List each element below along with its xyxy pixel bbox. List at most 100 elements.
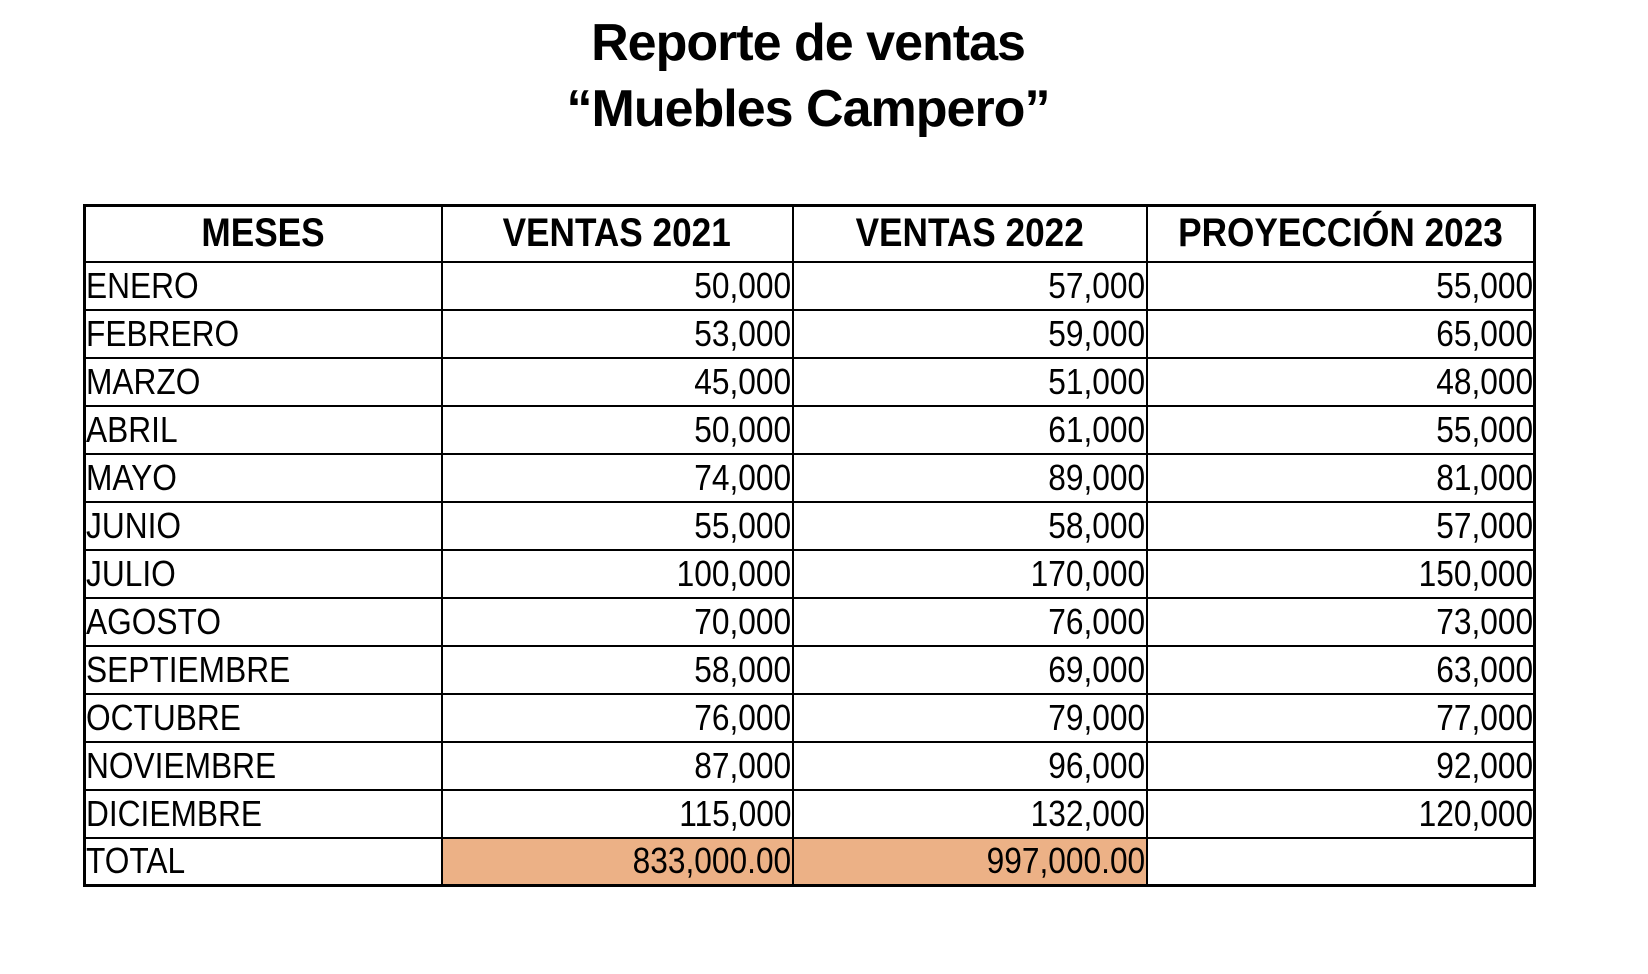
ventas-2022-cell: 170,000: [791, 548, 1148, 599]
month-label: DICIEMBRE: [86, 792, 263, 834]
column-header-meses: MESES: [83, 204, 443, 263]
report-title-line1: Reporte de ventas: [591, 14, 1026, 72]
table-row-abril: ABRIL 50,000 61,000 55,000: [83, 404, 1536, 455]
proyeccion-2023-cell: 120,000: [1145, 788, 1536, 839]
month-cell: MAYO: [83, 452, 443, 503]
ventas-2022-cell: 61,000: [791, 404, 1148, 455]
ventas-2021-cell: 50,000: [440, 404, 794, 455]
ventas-2021-cell: 58,000: [440, 644, 794, 695]
proyeccion-2023-value: 77,000: [1436, 696, 1533, 738]
ventas-2022-value: 89,000: [1048, 456, 1146, 498]
ventas-2022-cell: 76,000: [791, 596, 1148, 647]
month-cell: JULIO: [83, 548, 443, 599]
ventas-2022-cell: 58,000: [791, 500, 1148, 551]
total-label-cell: TOTAL: [83, 836, 443, 887]
ventas-2021-cell: 76,000: [440, 692, 794, 743]
ventas-2022-value: 132,000: [1030, 792, 1146, 834]
proyeccion-2023-value: 63,000: [1436, 648, 1533, 690]
month-cell: OCTUBRE: [83, 692, 443, 743]
month-label: JULIO: [86, 552, 176, 594]
ventas-2021-value: 74,000: [694, 456, 792, 498]
proyeccion-2023-cell: 77,000: [1145, 692, 1536, 743]
table-row-octubre: OCTUBRE 76,000 79,000 77,000: [83, 692, 1536, 743]
proyeccion-2023-cell: 48,000: [1145, 356, 1536, 407]
ventas-2022-value: 61,000: [1048, 408, 1146, 450]
table-row-enero: ENERO 50,000 57,000 55,000: [83, 260, 1536, 311]
total-proyeccion-2023-cell: [1145, 836, 1536, 887]
proyeccion-2023-cell: 81,000: [1145, 452, 1536, 503]
total-ventas-2022-value: 997,000.00: [986, 840, 1146, 882]
column-header-ventas-2022: VENTAS 2022: [791, 204, 1148, 263]
ventas-2021-cell: 50,000: [440, 260, 794, 311]
total-row: TOTAL 833,000.00 997,000.00: [83, 836, 1536, 887]
month-cell: NOVIEMBRE: [83, 740, 443, 791]
proyeccion-2023-value: 65,000: [1436, 312, 1533, 354]
month-label: MAYO: [86, 456, 177, 498]
table-row-febrero: FEBRERO 53,000 59,000 65,000: [83, 308, 1536, 359]
report-title: Reporte de ventas “Muebles Campero”: [83, 10, 1533, 142]
month-label: SEPTIEMBRE: [86, 648, 291, 690]
month-label: MARZO: [86, 360, 201, 402]
month-label: OCTUBRE: [86, 696, 241, 738]
column-header-ventas-2021-label: VENTAS 2021: [502, 211, 732, 256]
ventas-2021-cell: 45,000: [440, 356, 794, 407]
table-row-julio: JULIO 100,000 170,000 150,000: [83, 548, 1536, 599]
proyeccion-2023-value: 150,000: [1418, 552, 1533, 594]
ventas-2022-value: 51,000: [1048, 360, 1146, 402]
report-title-line2: “Muebles Campero”: [566, 80, 1051, 138]
month-cell: MARZO: [83, 356, 443, 407]
column-header-ventas-2021: VENTAS 2021: [440, 204, 794, 263]
ventas-2021-cell: 70,000: [440, 596, 794, 647]
proyeccion-2023-cell: 55,000: [1145, 404, 1536, 455]
ventas-2021-value: 50,000: [694, 408, 792, 450]
total-ventas-2022-cell: 997,000.00: [791, 836, 1148, 887]
proyeccion-2023-value: 81,000: [1436, 456, 1533, 498]
proyeccion-2023-cell: 63,000: [1145, 644, 1536, 695]
column-header-proyeccion-2023-label: PROYECCIÓN 2023: [1177, 211, 1503, 256]
proyeccion-2023-value: 48,000: [1436, 360, 1533, 402]
proyeccion-2023-cell: 73,000: [1145, 596, 1536, 647]
month-cell: ABRIL: [83, 404, 443, 455]
proyeccion-2023-cell: 150,000: [1145, 548, 1536, 599]
ventas-2021-value: 76,000: [694, 696, 792, 738]
total-ventas-2021-cell: 833,000.00: [440, 836, 794, 887]
month-cell: SEPTIEMBRE: [83, 644, 443, 695]
ventas-2021-cell: 115,000: [440, 788, 794, 839]
ventas-2022-value: 59,000: [1048, 312, 1146, 354]
total-label: TOTAL: [86, 840, 186, 882]
column-header-ventas-2022-label: VENTAS 2022: [855, 211, 1084, 256]
table-row-agosto: AGOSTO 70,000 76,000 73,000: [83, 596, 1536, 647]
month-label: JUNIO: [86, 504, 182, 546]
header-row: MESES VENTAS 2021 VENTAS 2022 PROYECCIÓN…: [83, 204, 1536, 263]
proyeccion-2023-cell: 57,000: [1145, 500, 1536, 551]
ventas-2022-value: 96,000: [1048, 744, 1146, 786]
ventas-2022-value: 57,000: [1048, 264, 1146, 306]
month-cell: AGOSTO: [83, 596, 443, 647]
ventas-2022-value: 58,000: [1048, 504, 1146, 546]
ventas-2021-value: 100,000: [676, 552, 792, 594]
month-cell: DICIEMBRE: [83, 788, 443, 839]
table-row-mayo: MAYO 74,000 89,000 81,000: [83, 452, 1536, 503]
proyeccion-2023-value: 120,000: [1418, 792, 1533, 834]
ventas-2022-cell: 79,000: [791, 692, 1148, 743]
ventas-2022-value: 76,000: [1048, 600, 1146, 642]
proyeccion-2023-value: 55,000: [1436, 264, 1533, 306]
table-row-marzo: MARZO 45,000 51,000 48,000: [83, 356, 1536, 407]
ventas-2022-cell: 57,000: [791, 260, 1148, 311]
month-cell: ENERO: [83, 260, 443, 311]
proyeccion-2023-value: 92,000: [1436, 744, 1533, 786]
month-label: AGOSTO: [86, 600, 221, 642]
ventas-2021-cell: 55,000: [440, 500, 794, 551]
table-row-diciembre: DICIEMBRE 115,000 132,000 120,000: [83, 788, 1536, 839]
proyeccion-2023-cell: 55,000: [1145, 260, 1536, 311]
table-row-noviembre: NOVIEMBRE 87,000 96,000 92,000: [83, 740, 1536, 791]
ventas-2021-value: 50,000: [694, 264, 792, 306]
ventas-2021-value: 87,000: [694, 744, 792, 786]
table-row-junio: JUNIO 55,000 58,000 57,000: [83, 500, 1536, 551]
ventas-2021-cell: 87,000: [440, 740, 794, 791]
total-ventas-2021-value: 833,000.00: [632, 840, 792, 882]
ventas-2022-cell: 89,000: [791, 452, 1148, 503]
ventas-2021-cell: 53,000: [440, 308, 794, 359]
ventas-2022-cell: 132,000: [791, 788, 1148, 839]
